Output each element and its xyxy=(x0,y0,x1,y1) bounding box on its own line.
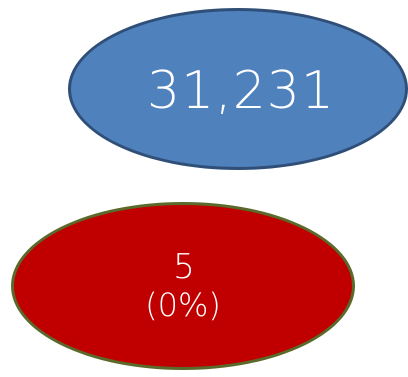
subset-count-value: 5 xyxy=(173,247,195,288)
subset-count-ellipse: 5 (0%) xyxy=(11,202,355,370)
subset-percent-value: (0%) xyxy=(145,286,221,325)
total-count-ellipse: 31,231 xyxy=(68,8,408,170)
total-count-value: 31,231 xyxy=(147,61,335,121)
